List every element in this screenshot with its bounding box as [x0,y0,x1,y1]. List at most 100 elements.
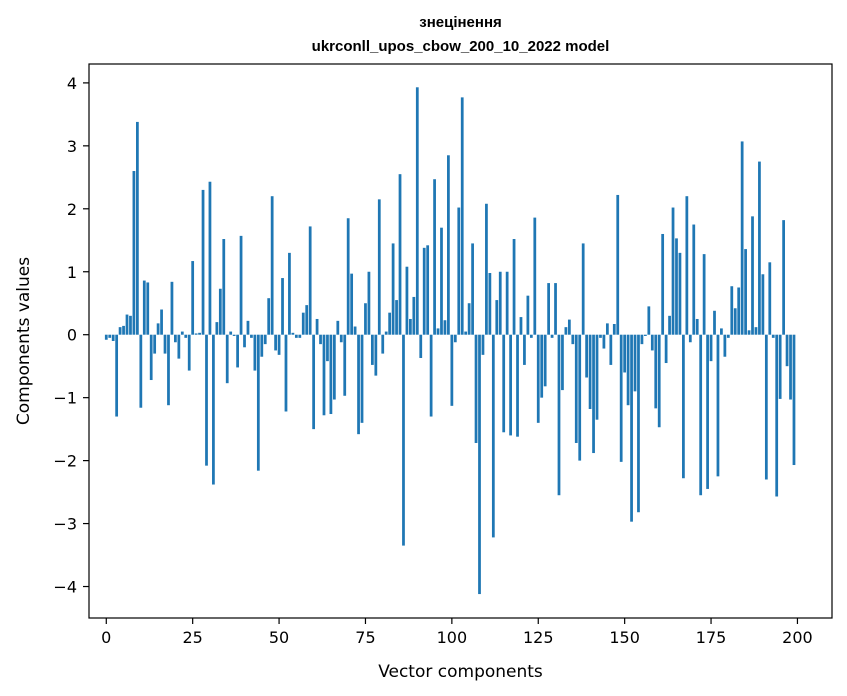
bar-105 [467,303,471,335]
bar-49 [274,334,277,351]
bar-169 [688,334,692,343]
bar-129 [550,334,554,338]
bar-15 [156,323,160,335]
bar-150 [623,334,627,373]
bar-87 [405,266,409,335]
bar-91 [419,334,423,358]
bar-0 [104,334,108,340]
bar-167 [682,334,685,479]
bar-191 [764,334,768,480]
bar-66 [332,334,336,400]
bar-128 [547,283,550,335]
bar-170 [692,224,696,335]
bar-192 [768,262,772,335]
x-tick-label-150: 150 [609,628,640,647]
bar-166 [678,252,682,335]
bar-13 [149,334,153,381]
bar-187 [751,216,754,335]
bar-193 [771,334,775,338]
bar-33 [218,288,222,335]
bar-21 [177,334,181,359]
bar-73 [357,334,360,435]
bar-134 [567,319,571,335]
bar-164 [671,207,675,335]
bar-182 [733,308,737,335]
bar-38 [236,334,239,368]
bar-117 [509,334,512,436]
bar-131 [557,334,561,496]
bar-107 [474,334,478,443]
bar-189 [758,161,761,335]
bar-22 [180,331,184,335]
bar-194 [775,334,779,497]
bar-79 [377,199,381,335]
bar-76 [367,271,371,335]
bar-174 [706,334,709,489]
bar-177 [716,334,720,477]
bar-78 [374,334,378,376]
bar-30 [208,181,212,335]
bar-19 [170,281,174,335]
y-tick-label-4: 4 [67,74,77,93]
bar-159 [654,334,658,409]
bar-44 [256,334,260,471]
bar-24 [187,334,191,371]
bar-6 [125,314,129,335]
bar-108 [478,334,481,595]
bar-125 [536,334,540,423]
bar-184 [740,141,744,335]
bar-83 [391,243,395,335]
bar-99 [447,155,450,335]
bar-69 [343,334,347,396]
bar-195 [778,334,782,399]
bar-75 [364,303,367,335]
bar-106 [471,243,474,335]
bar-26 [194,333,198,335]
bar-163 [668,315,671,335]
bar-72 [353,326,357,335]
bars-group [104,87,796,595]
bar-17 [163,334,167,354]
bar-140 [588,334,592,409]
y-tick-label--3: −3 [53,515,77,534]
chart-title: знецінення [419,14,502,31]
bar-63 [322,334,326,416]
bar-198 [789,334,792,400]
bar-173 [702,254,706,335]
bar-151 [626,334,630,406]
bar-3 [115,334,119,417]
bar-84 [395,300,398,335]
bar-179 [723,334,727,357]
bar-141 [592,334,595,454]
bar-123 [529,334,533,338]
bar-7 [129,315,132,335]
bar-16 [160,309,163,335]
bar-34 [222,239,226,335]
bar-74 [360,334,364,423]
bar-183 [737,287,741,335]
bar-160 [657,334,661,428]
bar-104 [464,331,468,335]
bar-130 [554,283,557,335]
bar-155 [640,334,644,345]
x-tick-label-50: 50 [269,628,289,647]
y-tick-label-2: 2 [67,200,77,219]
bar-59 [308,226,312,335]
bar-89 [412,296,416,335]
bar-11 [142,280,146,335]
bar-14 [153,334,157,354]
bar-86 [402,334,405,546]
bar-96 [436,328,440,335]
bar-153 [633,334,637,392]
bar-94 [429,334,433,417]
bar-61 [315,318,319,335]
bar-35 [225,334,229,384]
bar-116 [505,271,509,335]
bar-25 [191,261,195,335]
bar-81 [384,331,388,335]
bar-127 [543,334,547,387]
bar-27 [198,332,201,335]
bar-46 [263,334,267,345]
bar-156 [644,334,647,336]
